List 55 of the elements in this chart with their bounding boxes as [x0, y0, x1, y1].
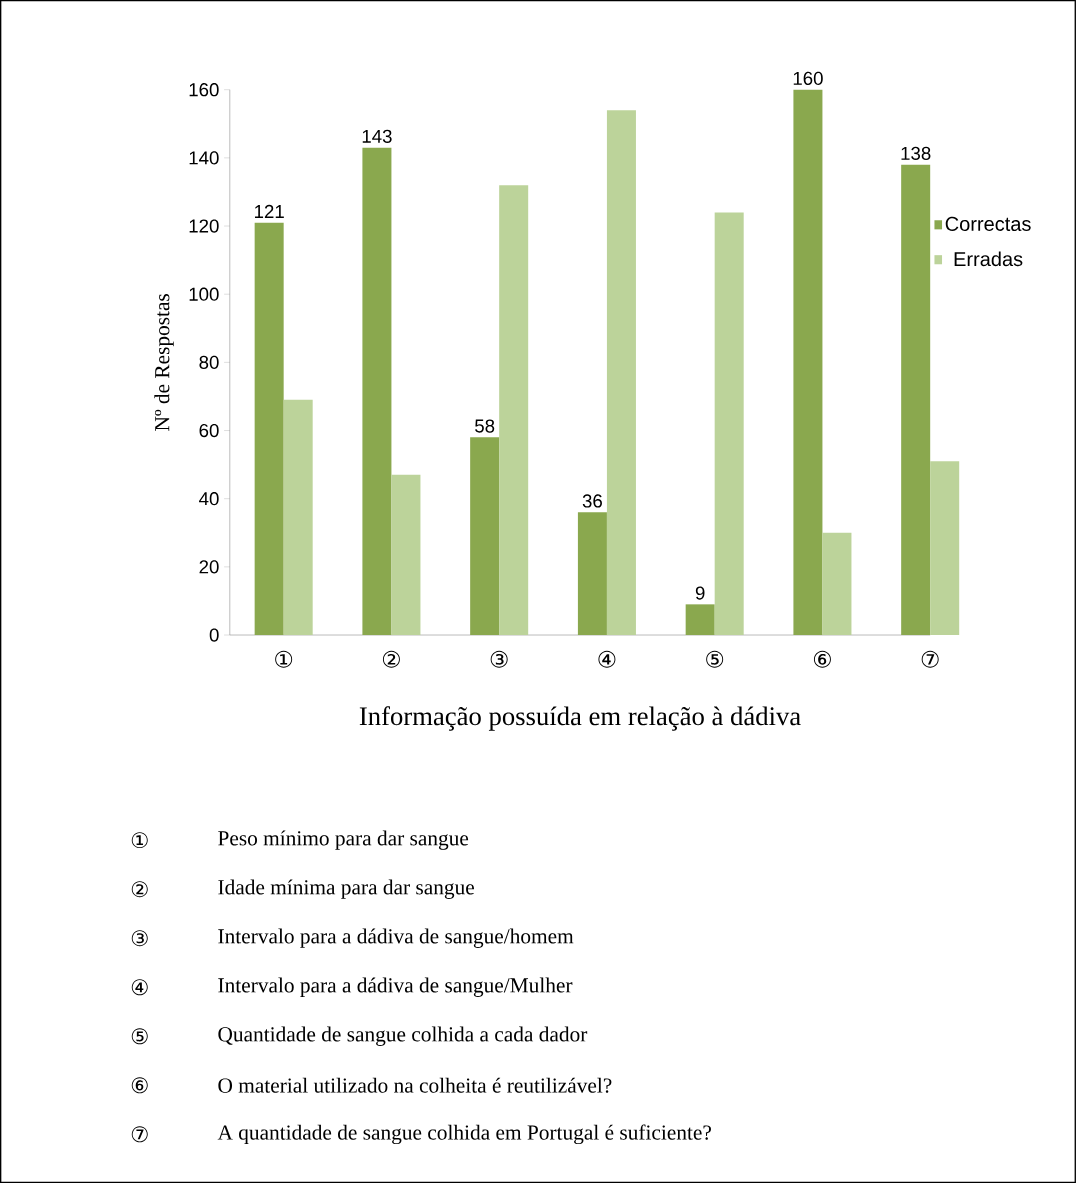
data-label: 143 — [362, 129, 392, 143]
bar — [793, 89, 823, 636]
bar — [470, 437, 500, 636]
bar — [606, 110, 636, 636]
bar — [577, 512, 607, 636]
data-label: 160 — [793, 71, 823, 85]
bar — [254, 222, 284, 636]
bar — [499, 185, 529, 636]
text: Peso mínimo para dar sangue — [218, 830, 469, 850]
text: ⑤ — [131, 1028, 148, 1045]
legend-label: Correctas — [945, 216, 1031, 231]
legend-label: Erradas — [954, 251, 1023, 267]
y-tick-label: 60 — [199, 423, 219, 438]
x-tick-label: ④ — [598, 650, 616, 668]
text: ② — [131, 881, 148, 898]
text: Idade mínima para dar sangue — [218, 879, 475, 899]
x-tick-label: ③ — [490, 650, 508, 668]
x-tick-label: ⑥ — [813, 650, 831, 668]
bar — [362, 147, 392, 636]
x-tick-label: ⑦ — [921, 650, 939, 668]
text: ⑥ — [131, 1077, 148, 1094]
x-tick-label: ① — [275, 650, 293, 668]
y-tick-label: 100 — [189, 287, 219, 301]
text: A quantidade de sangue colhida em Portugal é suficiente? — [217, 1124, 712, 1145]
text: O material utilizado na colheita é reutilizável? — [218, 1077, 612, 1093]
bar — [822, 532, 852, 636]
bar — [714, 212, 744, 636]
bar — [283, 399, 313, 636]
data-label: 36 — [582, 494, 603, 508]
text: ① — [131, 832, 148, 849]
y-tick-label: 20 — [199, 560, 219, 574]
data-label: 9 — [695, 586, 705, 600]
x-tick-label: ② — [382, 650, 400, 668]
x-axis-title: Informação possuída em relação à dádiva — [359, 706, 801, 731]
y-tick-label: 140 — [189, 151, 219, 165]
y-tick-label: 0 — [209, 628, 219, 642]
y-tick-label: 80 — [199, 355, 219, 369]
bar — [901, 164, 931, 636]
text: Intervalo para a dádiva de sangue/homem — [218, 928, 574, 948]
bar — [391, 474, 421, 636]
x-tick-label: ⑤ — [706, 650, 724, 668]
bar — [930, 461, 960, 636]
data-label: 58 — [475, 419, 495, 433]
text: Quantidade de sangue colhida a cada dador — [218, 1026, 588, 1046]
y-axis-title: Nº de Respostas — [154, 294, 174, 431]
data-label: 138 — [901, 146, 931, 160]
text: Intervalo para a dádiva de sangue/Mulher — [218, 977, 573, 997]
y-tick-label: 40 — [199, 492, 219, 506]
text: ③ — [131, 930, 148, 947]
y-tick-label: 120 — [189, 219, 219, 233]
data-label: 121 — [255, 204, 284, 218]
text: ④ — [131, 979, 148, 996]
text: ⑦ — [131, 1126, 148, 1143]
bar — [685, 604, 715, 636]
y-tick-label: 160 — [189, 83, 219, 97]
